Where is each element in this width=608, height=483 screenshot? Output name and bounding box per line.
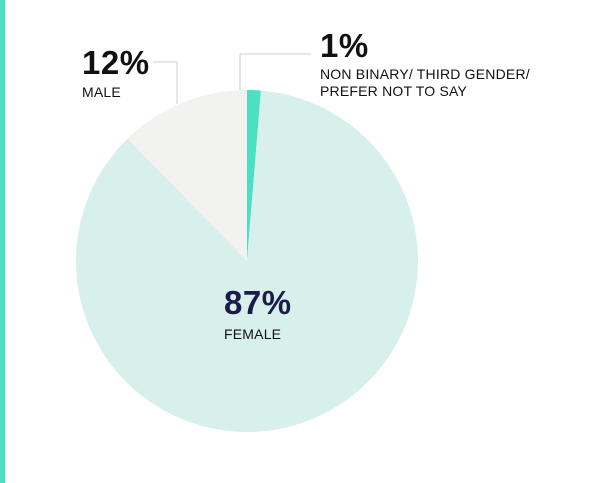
pie-slice-male xyxy=(127,90,247,261)
male-category-label: MALE xyxy=(82,84,121,100)
non-binary-category-label-line-1: NON BINARY/ THIRD GENDER/ xyxy=(320,66,530,82)
leader-line-male xyxy=(153,61,178,104)
male-percent-label: 12% xyxy=(82,44,150,81)
non-binary-percent-label: 1% xyxy=(320,27,369,64)
pie-slice-female xyxy=(76,90,419,433)
pie-slices xyxy=(76,90,419,433)
leader-lines xyxy=(153,53,311,104)
accent-bar xyxy=(0,0,5,483)
female-percent-label: 87% xyxy=(224,284,292,321)
non-binary-category-label-line-2: PREFER NOT TO SAY xyxy=(320,83,468,99)
leader-line-non-binary xyxy=(239,53,311,90)
pie-slice-non-binary xyxy=(247,90,261,261)
female-category-label: FEMALE xyxy=(224,326,282,342)
